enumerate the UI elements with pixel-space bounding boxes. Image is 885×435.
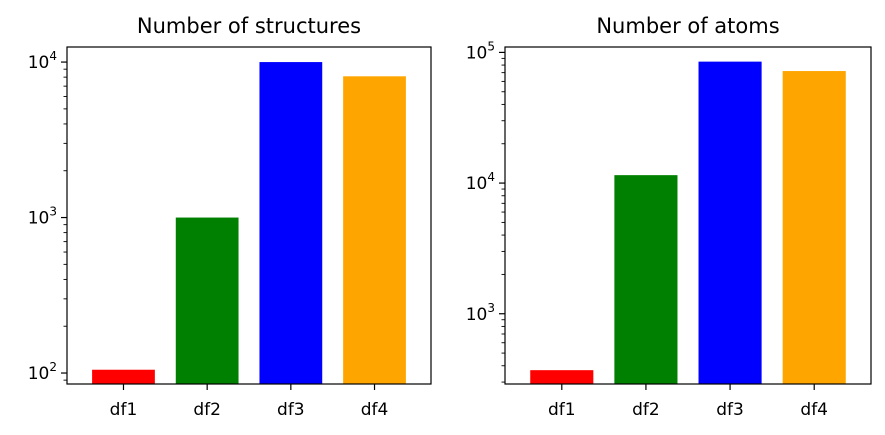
structures-y-tick-exponent: 3 [49, 205, 57, 219]
structures-x-tick-label-df3: df3 [277, 400, 305, 420]
structures-y-tick-label: 102 [28, 360, 57, 384]
atoms-x-tick-label-df1: df1 [548, 400, 576, 420]
structures-x-tick-label-df4: df4 [361, 400, 389, 420]
atoms-x-tick-label-df4: df4 [800, 400, 828, 420]
structures-bar-df3 [259, 62, 323, 384]
atoms-x-tick-label-df3: df3 [716, 400, 744, 420]
structures-axes-frame [66, 46, 432, 385]
structures-bar-df4 [343, 76, 406, 385]
atoms-bar-df3 [698, 61, 762, 384]
structures-x-tick-label-df1: df1 [110, 400, 138, 420]
structures-bar-df1 [92, 369, 155, 384]
atoms-y-tick-exponent: 5 [487, 39, 495, 53]
structures-y-tick-exponent: 2 [49, 360, 57, 374]
atoms-y-tick-label: 104 [466, 170, 495, 194]
structures-y-tick-base: 10 [28, 53, 50, 73]
atoms-bar-df1 [530, 370, 594, 384]
structures-y-tick-base: 10 [28, 364, 50, 384]
atoms-y-tick-base: 10 [466, 43, 488, 63]
structures-y-tick-base: 10 [28, 209, 50, 229]
structures-y-tick-label: 103 [28, 205, 57, 229]
atoms-y-tick-label: 103 [466, 301, 495, 325]
atoms-y-tick-base: 10 [466, 305, 488, 325]
structures-y-tick-label: 104 [28, 49, 57, 73]
atoms-bar-df4 [782, 71, 846, 385]
atoms-y-tick-base: 10 [466, 174, 488, 194]
structures-bar-df2 [175, 217, 239, 384]
atoms-y-tick-exponent: 4 [487, 170, 495, 184]
atoms-y-tick-label: 105 [466, 39, 495, 63]
structures-x-tick-label-df2: df2 [193, 400, 221, 420]
atoms-bar-df2 [614, 175, 678, 384]
structures-y-tick-exponent: 4 [49, 49, 57, 63]
atoms-x-tick-label-df2: df2 [632, 400, 660, 420]
atoms-y-tick-exponent: 3 [487, 301, 495, 315]
atoms-chart-title: Number of atoms [596, 14, 779, 38]
structures-chart-panel: Number of structures df1 df2 df3 df41021031… [28, 14, 432, 420]
atoms-axes-frame [504, 46, 872, 385]
structures-chart-title: Number of structures [137, 14, 361, 38]
